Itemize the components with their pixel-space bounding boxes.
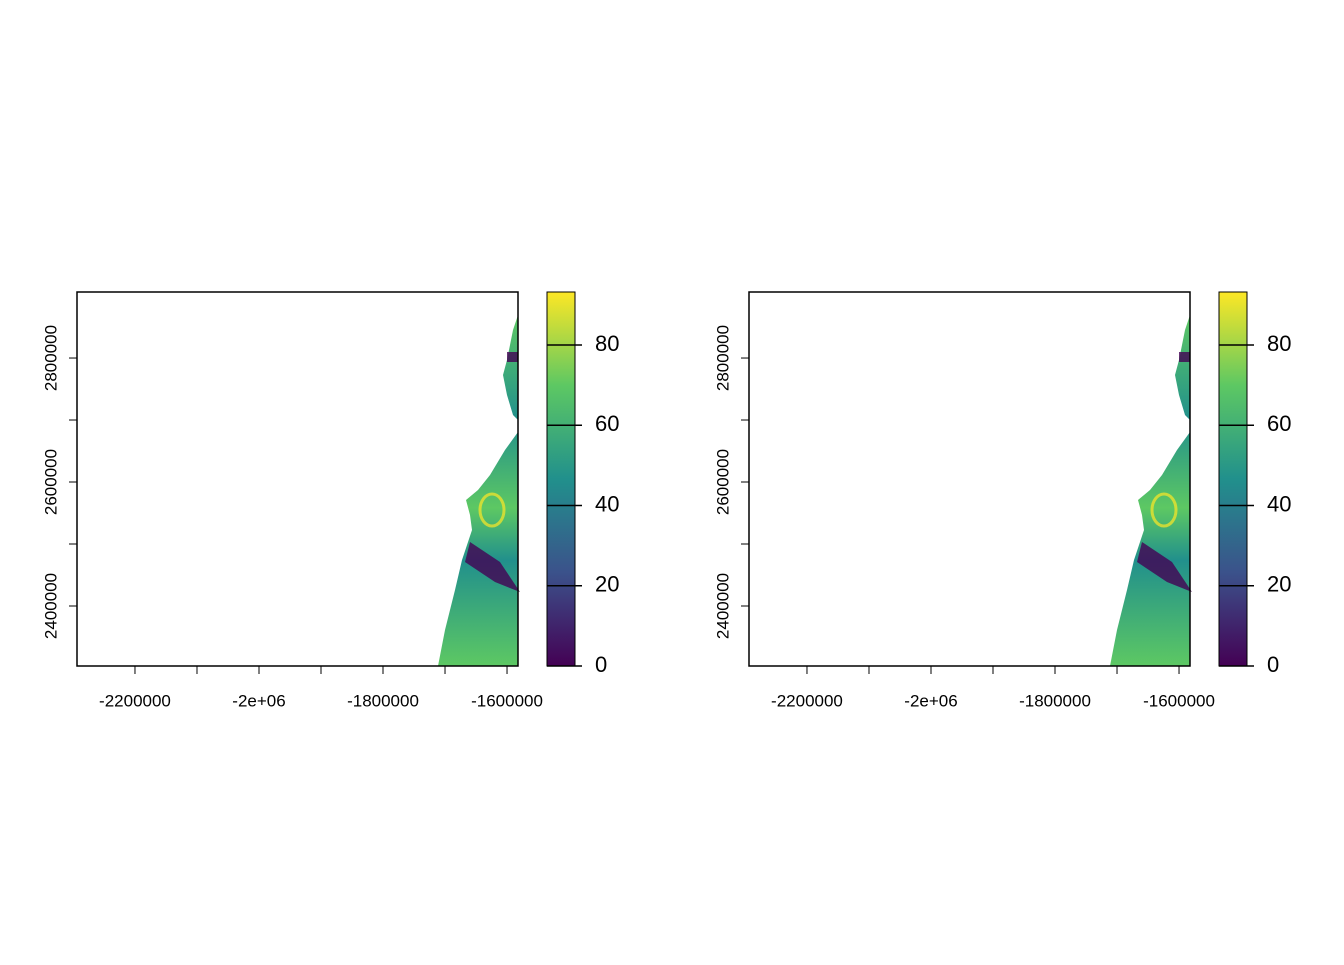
colorbar-tick-label: 80 (595, 331, 619, 356)
x-tick-label: -1600000 (1143, 691, 1215, 710)
raster-patch (478, 492, 506, 528)
plot-frame (748, 291, 1191, 667)
colorbar-tick-label: 40 (595, 491, 619, 516)
x-tick-label: -2200000 (99, 691, 171, 710)
raster-patch (1150, 492, 1178, 528)
x-tick-label: -2200000 (771, 691, 843, 710)
x-tick-label: -1800000 (1019, 691, 1091, 710)
x-tick-label: -2e+06 (232, 691, 285, 710)
raster-image (438, 315, 518, 666)
colorbar-tick-label: 0 (1267, 652, 1279, 677)
colorbar (1218, 291, 1248, 667)
colorbar-tick-label: 20 (595, 572, 619, 597)
colorbar-tick-label: 40 (1267, 491, 1291, 516)
y-tick-label: 2600000 (713, 449, 732, 515)
colorbar-tick-label: 20 (1267, 572, 1291, 597)
y-tick-label: 2400000 (41, 573, 60, 639)
y-tick-label: 2800000 (713, 325, 732, 391)
x-tick-label: -1600000 (471, 691, 543, 710)
colorbar-tick-label: 60 (1267, 411, 1291, 436)
raster-image (1110, 315, 1190, 666)
colorbar (546, 291, 576, 667)
colorbar-tick-label: 0 (595, 652, 607, 677)
y-tick-label: 2600000 (41, 449, 60, 515)
colorbar-tick-label: 80 (1267, 331, 1291, 356)
plot-frame (76, 291, 519, 667)
y-tick-label: 2400000 (713, 573, 732, 639)
colorbar-tick-label: 60 (595, 411, 619, 436)
x-tick-label: -2e+06 (904, 691, 957, 710)
y-tick-label: 2800000 (41, 325, 60, 391)
x-tick-label: -1800000 (347, 691, 419, 710)
